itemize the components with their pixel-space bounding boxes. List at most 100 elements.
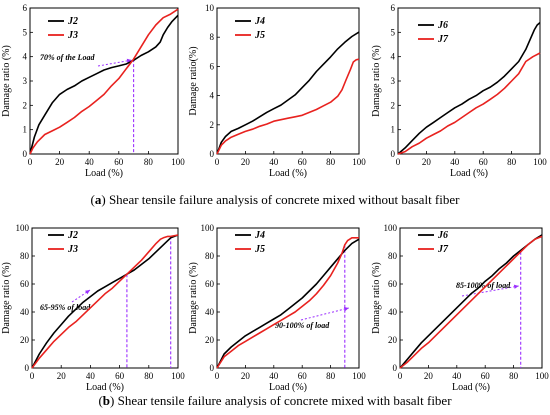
chart-b3-y-tick-label-2: 40 bbox=[388, 307, 398, 317]
chart-a1-x-tick-label-5: 100 bbox=[171, 157, 185, 167]
chart-panel-b1: 0 20 40 60 80 100 0 20 40 60 80 100 Load (%) Damage r… bbox=[0, 218, 185, 393]
chart-b2-annotation-arrowhead-0 bbox=[343, 306, 349, 312]
chart-b2-series-line-j4 bbox=[216, 238, 360, 369]
chart-a2-x-axis-title: Load (%) bbox=[269, 168, 307, 179]
caption-b-text: Shear tensile failure analysis of concre… bbox=[117, 393, 452, 408]
chart-a3-series-line-j7 bbox=[397, 52, 541, 155]
chart-a3-x-tick-label-1: 20 bbox=[422, 157, 432, 167]
chart-a3-y-tick-label-4: 4 bbox=[391, 52, 396, 62]
chart-a2-svg: 0 20 40 60 80 100 0 2 4 6 8 10 Load (%) Damage ratio(… bbox=[188, 3, 366, 179]
chart-b1-x-tick-label-3: 60 bbox=[115, 371, 125, 381]
chart-a1-x-axis-title: Load (%) bbox=[85, 168, 123, 179]
chart-a2-x-tick-label-3: 60 bbox=[298, 157, 308, 167]
chart-b2-x-tick-label-4: 80 bbox=[326, 371, 336, 381]
chart-b1-x-tick-label-5: 100 bbox=[171, 371, 185, 381]
chart-a3-x-tick-label-2: 40 bbox=[450, 157, 460, 167]
chart-b3-x-tick-label-0: 0 bbox=[398, 371, 403, 381]
chart-a3-y-tick-label-1: 1 bbox=[391, 125, 396, 135]
chart-b1-x-axis-title: Load (%) bbox=[86, 382, 124, 393]
chart-b2-legend-label-j5: J5 bbox=[254, 244, 265, 255]
chart-b3-annotation-text-0: 85-100% of load bbox=[456, 281, 511, 290]
chart-a2-x-tick-label-2: 40 bbox=[269, 157, 279, 167]
chart-a3-y-tick-label-5: 5 bbox=[391, 27, 396, 37]
chart-a3-x-tick-label-0: 0 bbox=[396, 157, 401, 167]
chart-b2-x-tick-label-3: 60 bbox=[298, 371, 308, 381]
chart-a3-y-tick-label-3: 3 bbox=[391, 76, 396, 86]
chart-b2-plot-frame bbox=[216, 227, 360, 369]
chart-a2-y-tick-label-3: 6 bbox=[210, 61, 215, 71]
chart-a3-x-axis-title: Load (%) bbox=[450, 168, 488, 179]
chart-panel-b2: 0 20 40 60 80 100 0 20 40 60 80 100 Load (%) Damage r… bbox=[187, 218, 367, 393]
chart-b1-annotation-text-0: 65-95% of load bbox=[40, 303, 91, 312]
chart-a1-plot-frame bbox=[29, 7, 179, 155]
chart-b2-y-tick-label-3: 60 bbox=[205, 279, 215, 289]
chart-panel-b3: 0 20 40 60 80 100 0 20 40 60 80 100 Load (%) Damage r… bbox=[370, 218, 550, 393]
chart-b3-plot-frame bbox=[399, 227, 543, 369]
chart-b2-y-tick-label-0: 0 bbox=[210, 363, 215, 373]
chart-a3-y-tick-label-6: 6 bbox=[391, 3, 396, 13]
chart-a1-y-tick-label-1: 1 bbox=[23, 125, 28, 135]
chart-b1-y-tick-label-2: 40 bbox=[20, 307, 30, 317]
chart-a1-annotation-text-0: 70% of the Load bbox=[40, 53, 95, 62]
chart-b1-y-tick-label-3: 60 bbox=[20, 279, 30, 289]
chart-b3-x-tick-label-4: 80 bbox=[509, 371, 518, 381]
chart-b3-y-tick-label-0: 0 bbox=[393, 363, 398, 373]
chart-b1-annotation-arrowhead-0 bbox=[85, 290, 90, 295]
chart-b2-x-tick-label-2: 40 bbox=[269, 371, 279, 381]
chart-a2-series-line-j4 bbox=[216, 31, 360, 155]
chart-a1-x-tick-label-4: 80 bbox=[144, 157, 154, 167]
chart-b2-x-axis-title: Load (%) bbox=[269, 382, 307, 393]
caption-a-text: Shear tensile failure analysis of concre… bbox=[108, 192, 460, 207]
chart-b1-x-tick-label-1: 20 bbox=[57, 371, 67, 381]
chart-b1-y-axis-title: Damage ratio (%) bbox=[1, 262, 12, 334]
chart-a3-x-tick-label-5: 100 bbox=[533, 157, 547, 167]
chart-a1-series-line-j3 bbox=[29, 8, 179, 155]
chart-a3-y-tick-label-2: 2 bbox=[391, 100, 396, 110]
chart-b3-x-tick-label-2: 40 bbox=[452, 371, 462, 381]
chart-b2-series-line-j5 bbox=[216, 236, 359, 369]
chart-b1-series-line-j2 bbox=[31, 234, 179, 369]
chart-a1-y-tick-label-2: 2 bbox=[23, 100, 28, 110]
chart-b2-annotation-arrow-0 bbox=[300, 307, 349, 321]
chart-b3-x-tick-label-3: 60 bbox=[481, 371, 491, 381]
chart-b2-y-tick-label-5: 100 bbox=[201, 223, 215, 233]
caption-b-letter: b bbox=[102, 393, 111, 408]
chart-a2-y-tick-label-5: 10 bbox=[205, 3, 215, 13]
chart-b2-svg: 0 20 40 60 80 100 0 20 40 60 80 100 Load (%) Damage r… bbox=[188, 223, 366, 393]
chart-a1-y-axis-title: Damage ratio (%) bbox=[1, 45, 12, 117]
chart-a1-y-tick-label-4: 4 bbox=[23, 52, 28, 62]
caption-a-letter: a bbox=[94, 192, 102, 207]
chart-a3-legend-label-j6: J6 bbox=[437, 20, 448, 31]
chart-a1-series-line-j2 bbox=[29, 14, 179, 155]
chart-a2-x-tick-label-4: 80 bbox=[326, 157, 336, 167]
chart-b1-x-tick-label-0: 0 bbox=[30, 371, 35, 381]
chart-a1-y-tick-label-6: 6 bbox=[23, 3, 28, 13]
chart-a1-legend-label-j3: J3 bbox=[67, 30, 78, 41]
chart-panel-a1: 0 20 40 60 80 100 0 1 2 3 4 5 6 Load (%) Damage ratio … bbox=[0, 0, 185, 179]
chart-a2-x-tick-label-0: 0 bbox=[215, 157, 220, 167]
chart-b3-y-tick-label-5: 100 bbox=[384, 223, 398, 233]
chart-b3-legend-label-j7: J7 bbox=[437, 244, 449, 255]
chart-b1-svg: 0 20 40 60 80 100 0 20 40 60 80 100 Load (%) Damage r… bbox=[1, 223, 185, 393]
chart-a3-svg: 0 20 40 60 80 100 0 1 2 3 4 5 6 Load (%) Damage ratio … bbox=[371, 3, 547, 179]
chart-a1-annotation-arrowhead-0 bbox=[126, 58, 132, 64]
chart-a1-svg: 0 20 40 60 80 100 0 1 2 3 4 5 6 Load (%) Damage ratio … bbox=[1, 3, 185, 179]
chart-b3-svg: 0 20 40 60 80 100 0 20 40 60 80 100 Load (%) Damage r… bbox=[371, 223, 549, 393]
chart-a1-legend-label-j2: J2 bbox=[67, 16, 78, 27]
chart-a2-y-tick-label-1: 2 bbox=[210, 120, 215, 130]
chart-a1-x-tick-label-3: 60 bbox=[114, 157, 124, 167]
chart-a2-series-line-j5 bbox=[216, 58, 360, 155]
chart-a2-y-axis-title: Damage ratio(%) bbox=[188, 46, 199, 115]
chart-b1-y-tick-label-1: 20 bbox=[20, 335, 30, 345]
chart-b1-x-tick-label-2: 40 bbox=[86, 371, 96, 381]
chart-a3-y-axis-title: Damage ratio (%) bbox=[371, 45, 382, 117]
chart-a1-y-tick-label-0: 0 bbox=[23, 149, 28, 159]
chart-a2-x-tick-label-5: 100 bbox=[352, 157, 366, 167]
chart-b3-x-tick-label-1: 20 bbox=[424, 371, 434, 381]
chart-b3-x-tick-label-5: 100 bbox=[535, 371, 549, 381]
chart-b2-legend-label-j4: J4 bbox=[254, 230, 265, 241]
chart-a1-x-tick-label-1: 20 bbox=[55, 157, 65, 167]
chart-b1-y-tick-label-0: 0 bbox=[25, 363, 30, 373]
chart-b3-x-axis-title: Load (%) bbox=[452, 382, 490, 393]
chart-b3-y-tick-label-3: 60 bbox=[388, 279, 398, 289]
